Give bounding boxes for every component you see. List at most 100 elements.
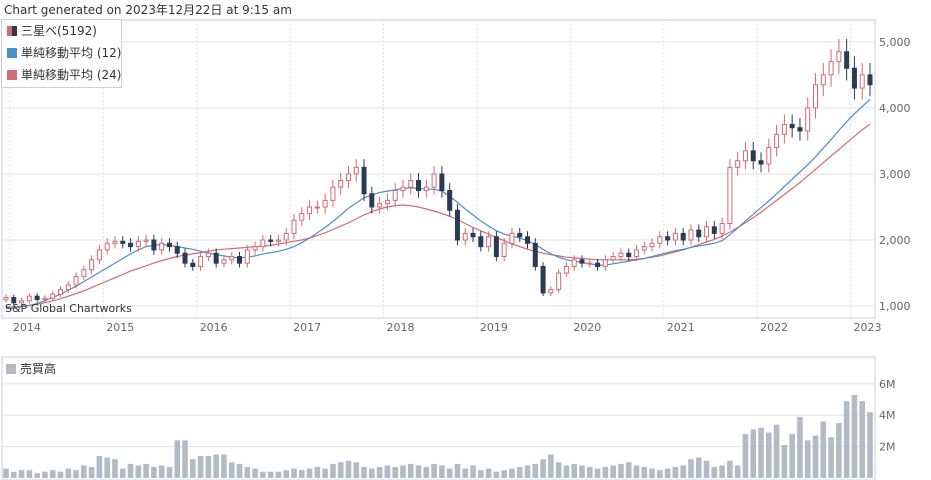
- candle-body: [618, 252, 624, 258]
- candle-body: [307, 206, 313, 215]
- volume-bar: [26, 470, 33, 478]
- volume-series: [3, 394, 873, 478]
- legend-item-price[interactable]: 三星ベ(5192): [7, 23, 97, 39]
- volume-bar: [174, 440, 181, 478]
- volume-bar: [454, 463, 461, 478]
- volume-y-axis: 2M 4M 6M: [879, 378, 896, 454]
- volume-bar: [734, 465, 741, 478]
- candle-body: [392, 189, 398, 201]
- volume-bar: [384, 465, 391, 478]
- year-tick-label: 2015: [106, 321, 134, 334]
- candle-body: [174, 246, 180, 254]
- volume-bar: [532, 463, 539, 478]
- year-tick-label: 2018: [387, 321, 415, 334]
- volume-bar: [314, 467, 321, 478]
- volume-bar: [516, 467, 523, 478]
- volume-tick-label: 4M: [879, 409, 896, 422]
- volume-bar: [81, 465, 87, 478]
- candle-body: [571, 259, 577, 267]
- volume-bar: [664, 468, 671, 478]
- candle-body: [595, 262, 601, 267]
- volume-bar: [221, 454, 227, 478]
- volume-bar: [571, 463, 578, 478]
- x-axis: 2014 2015 2016 2017 2018 2019 2020 2021 2022 2023: [13, 321, 882, 334]
- price-tick-label: 2,000: [879, 234, 911, 247]
- volume-bar: [322, 468, 328, 478]
- candle-body: [384, 199, 390, 205]
- candle-body: [867, 74, 873, 86]
- candle-body: [680, 232, 686, 241]
- volume-bar: [330, 463, 336, 478]
- volume-bar: [555, 462, 562, 478]
- volume-bar: [820, 421, 827, 478]
- candle-body: [548, 289, 554, 294]
- candlestick-series: [3, 38, 873, 306]
- volume-bar: [797, 416, 803, 478]
- volume-bar: [633, 465, 640, 478]
- volume-bar: [291, 468, 297, 478]
- volume-bar: [49, 470, 56, 478]
- ma24-polyline: [5, 123, 871, 308]
- candle-body: [641, 246, 647, 251]
- candle-body: [447, 189, 453, 211]
- candle-body: [696, 229, 702, 238]
- candle-body: [688, 229, 694, 241]
- candle-body: [345, 173, 351, 182]
- volume-legend-label: 売買高: [20, 362, 57, 376]
- volume-bar: [804, 440, 811, 478]
- candle-body: [73, 275, 79, 286]
- candle-body: [859, 74, 865, 89]
- ma12-polyline: [5, 98, 871, 310]
- volume-bar: [205, 456, 212, 478]
- volume-bar: [859, 401, 866, 478]
- year-tick-label: 2021: [667, 321, 695, 334]
- volume-bar: [392, 467, 398, 478]
- volume-bar: [431, 463, 437, 478]
- candle-body: [182, 252, 188, 264]
- legend: 三星ベ(5192) 単純移動平均 (12) 単純移動平均 (24): [1, 19, 122, 88]
- volume-bar: [524, 465, 531, 478]
- candle-body: [774, 133, 780, 149]
- volume-bar: [766, 432, 772, 478]
- price-panel-frame: [1, 19, 876, 319]
- volume-bar: [151, 467, 157, 478]
- candle-body: [579, 259, 585, 264]
- volume-bar: [540, 459, 546, 478]
- volume-bar: [42, 471, 48, 478]
- volume-bar: [594, 468, 601, 478]
- volume-bar: [158, 465, 165, 478]
- candle-body: [665, 236, 671, 241]
- candle-body: [439, 173, 445, 191]
- volume-bar: [112, 459, 118, 478]
- candle-body: [205, 252, 211, 258]
- candle-body: [120, 240, 126, 244]
- candle-body: [34, 295, 40, 300]
- volume-bar: [657, 470, 663, 478]
- volume-bar: [579, 465, 585, 478]
- candle-body: [135, 240, 141, 248]
- volume-tick-label: 2M: [879, 441, 896, 454]
- volume-bar: [485, 468, 492, 478]
- volume-bar: [73, 470, 79, 478]
- volume-bar: [703, 460, 710, 478]
- candle-body: [789, 123, 795, 129]
- volume-bar: [610, 465, 616, 478]
- volume-bar: [275, 471, 282, 478]
- volume-bar: [182, 440, 188, 478]
- volume-bar: [57, 471, 64, 478]
- year-tick-label: 2016: [200, 321, 228, 334]
- year-tick-label: 2017: [293, 321, 321, 334]
- volume-bar: [252, 468, 258, 478]
- price-tick-label: 4,000: [879, 102, 911, 115]
- volume-bar: [267, 471, 274, 478]
- volume-bar: [478, 470, 484, 478]
- legend-item-ma12[interactable]: 単純移動平均 (12): [7, 45, 121, 61]
- candle-body: [820, 74, 826, 86]
- legend-item-ma24[interactable]: 単純移動平均 (24): [7, 67, 121, 83]
- candle-body: [649, 242, 655, 248]
- candle-body: [797, 127, 803, 132]
- candle-body: [563, 265, 569, 274]
- ma12-line: [5, 98, 871, 310]
- volume-bar: [548, 454, 554, 478]
